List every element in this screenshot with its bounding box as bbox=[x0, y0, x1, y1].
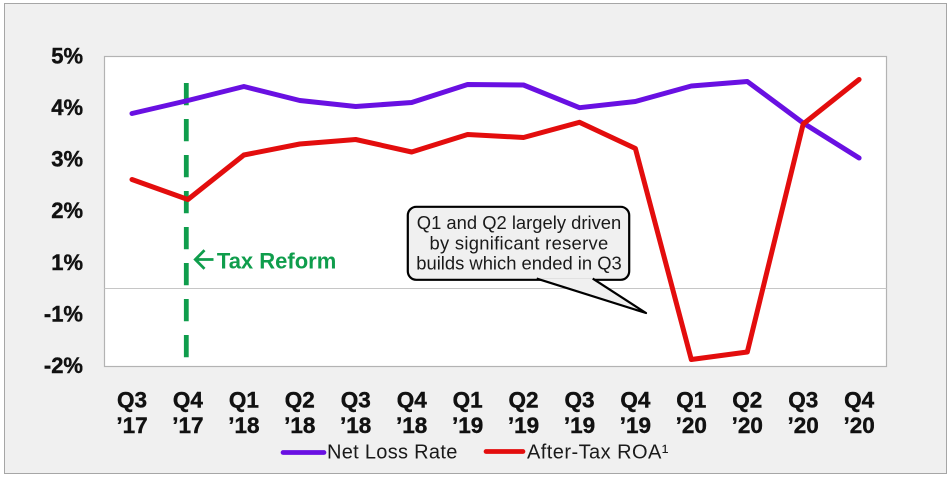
svg-text:-2%: -2% bbox=[44, 353, 83, 378]
svg-text:Q3: Q3 bbox=[788, 387, 818, 412]
svg-text:’20: ’20 bbox=[788, 413, 819, 438]
svg-text:by significant reserve: by significant reserve bbox=[430, 232, 609, 253]
svg-text:Tax Reform: Tax Reform bbox=[217, 248, 336, 273]
svg-text:Q1: Q1 bbox=[676, 387, 706, 412]
svg-text:Q1: Q1 bbox=[229, 387, 259, 412]
svg-text:Q2: Q2 bbox=[732, 387, 762, 412]
svg-text:’19: ’19 bbox=[564, 413, 595, 438]
svg-text:Q2: Q2 bbox=[508, 387, 538, 412]
svg-text:5%: 5% bbox=[51, 43, 83, 68]
svg-text:Q4: Q4 bbox=[173, 387, 204, 412]
svg-text:’18: ’18 bbox=[228, 413, 259, 438]
svg-text:Net Loss Rate: Net Loss Rate bbox=[327, 441, 458, 463]
svg-text:’18: ’18 bbox=[340, 413, 371, 438]
svg-text:Q3: Q3 bbox=[341, 387, 371, 412]
svg-text:After-Tax ROA¹: After-Tax ROA¹ bbox=[527, 441, 669, 463]
svg-text:Q2: Q2 bbox=[285, 387, 315, 412]
svg-text:’19: ’19 bbox=[620, 413, 651, 438]
svg-text:Q4: Q4 bbox=[620, 387, 651, 412]
svg-text:’17: ’17 bbox=[116, 413, 147, 438]
svg-text:Q3: Q3 bbox=[117, 387, 147, 412]
svg-text:’19: ’19 bbox=[508, 413, 539, 438]
svg-text:’17: ’17 bbox=[172, 413, 203, 438]
svg-text:’19: ’19 bbox=[452, 413, 483, 438]
svg-text:2%: 2% bbox=[51, 198, 83, 223]
svg-text:Q3: Q3 bbox=[564, 387, 594, 412]
svg-text:’20: ’20 bbox=[676, 413, 707, 438]
svg-text:1%: 1% bbox=[51, 250, 83, 275]
svg-text:4%: 4% bbox=[51, 95, 83, 120]
svg-text:builds which ended in Q3: builds which ended in Q3 bbox=[416, 253, 622, 274]
svg-text:Q4: Q4 bbox=[397, 387, 428, 412]
svg-text:Q1: Q1 bbox=[453, 387, 483, 412]
svg-text:3%: 3% bbox=[51, 147, 83, 172]
svg-text:’20: ’20 bbox=[843, 413, 874, 438]
svg-text:Q4: Q4 bbox=[844, 387, 875, 412]
svg-text:’18: ’18 bbox=[284, 413, 315, 438]
svg-text:’18: ’18 bbox=[396, 413, 427, 438]
svg-text:’20: ’20 bbox=[732, 413, 763, 438]
svg-text:Q1 and Q2 largely driven: Q1 and Q2 largely driven bbox=[417, 212, 621, 233]
svg-text:-1%: -1% bbox=[44, 301, 83, 326]
